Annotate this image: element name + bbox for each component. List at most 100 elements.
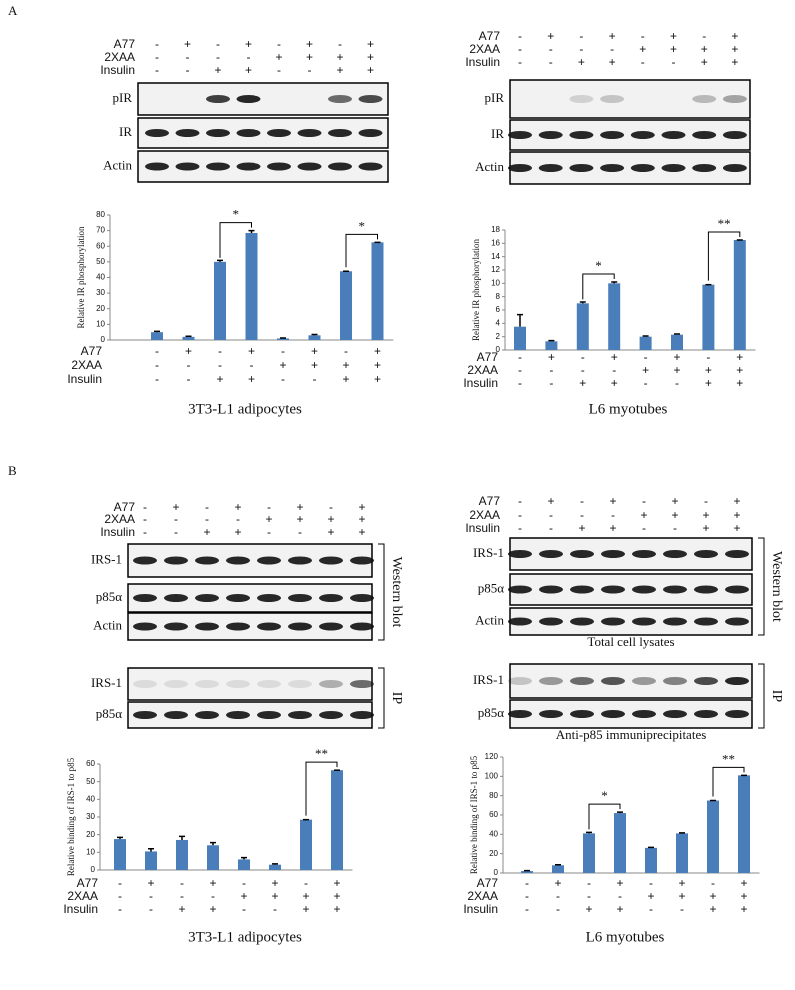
condition-sign: -: [641, 55, 645, 69]
condition-sign: -: [118, 902, 122, 916]
blot-band: [288, 711, 312, 719]
bar: [545, 341, 557, 350]
condition-sign: -: [549, 508, 553, 522]
condition-sign: +: [609, 55, 616, 69]
error-bar: [117, 837, 123, 839]
condition-sign: +: [209, 876, 216, 890]
condition-sign: +: [616, 902, 623, 916]
condition-sign: +: [731, 29, 738, 43]
blot-band: [508, 131, 532, 139]
blot-row-label: pIR: [113, 90, 133, 105]
condition-sign: +: [609, 521, 616, 535]
condition-sign: -: [587, 876, 591, 890]
condition-sign: +: [248, 372, 255, 386]
condition-sign: -: [642, 521, 646, 535]
condition-name: Insulin: [67, 372, 102, 386]
condition-sign: +: [673, 363, 680, 377]
blot-band: [350, 623, 374, 631]
bar: [676, 833, 688, 873]
blot-band: [663, 710, 687, 718]
condition-sign: -: [186, 50, 190, 64]
condition-sign: +: [547, 29, 554, 43]
bar: [151, 332, 163, 340]
y-tick-label: 4: [496, 318, 501, 327]
error-bar: [580, 302, 586, 303]
blot-band: [319, 680, 343, 688]
condition-sign: -: [518, 350, 522, 364]
y-tick-label: 16: [491, 238, 500, 247]
blot-band: [600, 164, 624, 172]
condition-sign: +: [731, 42, 738, 56]
condition-sign: -: [618, 889, 622, 903]
blot-band: [632, 550, 656, 558]
condition-sign: +: [647, 889, 654, 903]
condition-sign: +: [733, 494, 740, 508]
y-tick-label: 60: [86, 759, 95, 768]
blot-band: [663, 586, 687, 594]
blot-band: [257, 680, 281, 688]
y-tick-label: 100: [485, 771, 499, 780]
condition-sign: +: [216, 372, 223, 386]
condition-sign: -: [518, 494, 522, 508]
error-bar: [548, 341, 554, 342]
bar: [640, 337, 652, 350]
condition-sign: +: [578, 55, 585, 69]
condition-sign: -: [580, 508, 584, 522]
error-bar: [272, 864, 278, 865]
error-bar: [217, 260, 223, 262]
blot-band: [632, 677, 656, 685]
blot-band: [663, 677, 687, 685]
condition-sign: -: [155, 63, 159, 77]
condition-sign: +: [740, 876, 747, 890]
condition-sign: +: [670, 29, 677, 43]
condition-sign: +: [736, 363, 743, 377]
blot-band: [569, 131, 593, 139]
bar: [645, 848, 657, 873]
error-bar: [249, 231, 255, 233]
condition-sign: -: [267, 525, 271, 539]
blot-band: [539, 164, 563, 172]
condition-sign: +: [736, 376, 743, 390]
error-bar: [148, 849, 154, 852]
condition-sign: +: [248, 344, 255, 358]
y-tick-label: 20: [86, 830, 95, 839]
blot-band: [508, 164, 532, 172]
condition-sign: +: [367, 63, 374, 77]
condition-name: A77: [479, 29, 501, 43]
condition-sign: -: [556, 902, 560, 916]
blot-band: [692, 164, 716, 172]
condition-sign: -: [518, 521, 522, 535]
blot-row-label: p85α: [96, 706, 123, 721]
condition-sign: -: [338, 37, 342, 51]
blot-band: [226, 680, 250, 688]
condition-sign: +: [701, 42, 708, 56]
error-bar: [586, 832, 592, 833]
condition-sign: -: [277, 37, 281, 51]
condition-name: 2XAA: [467, 363, 498, 377]
blot-band: [328, 129, 352, 137]
condition-name: Insulin: [463, 902, 498, 916]
blot-band: [267, 129, 291, 137]
y-tick-label: 40: [489, 829, 498, 838]
blot-band: [288, 594, 312, 602]
condition-sign: -: [149, 889, 153, 903]
condition-name: A77: [477, 350, 499, 364]
blot-band: [508, 677, 532, 685]
blot-band: [237, 163, 261, 171]
condition-name: Insulin: [463, 376, 498, 390]
blot-band: [601, 550, 625, 558]
blot-band: [350, 594, 374, 602]
condition-name: 2XAA: [67, 889, 98, 903]
y-tick-label: 12: [491, 265, 500, 274]
condition-sign: +: [609, 494, 616, 508]
condition-sign: -: [518, 42, 522, 56]
blot-band: [257, 623, 281, 631]
condition-sign: -: [180, 889, 184, 903]
y-tick-label: 14: [491, 252, 500, 261]
condition-sign: -: [298, 525, 302, 539]
blot-band: [694, 618, 718, 626]
condition-sign: +: [547, 494, 554, 508]
y-tick-label: 50: [86, 777, 95, 786]
condition-sign: +: [342, 358, 349, 372]
condition-sign: +: [701, 55, 708, 69]
